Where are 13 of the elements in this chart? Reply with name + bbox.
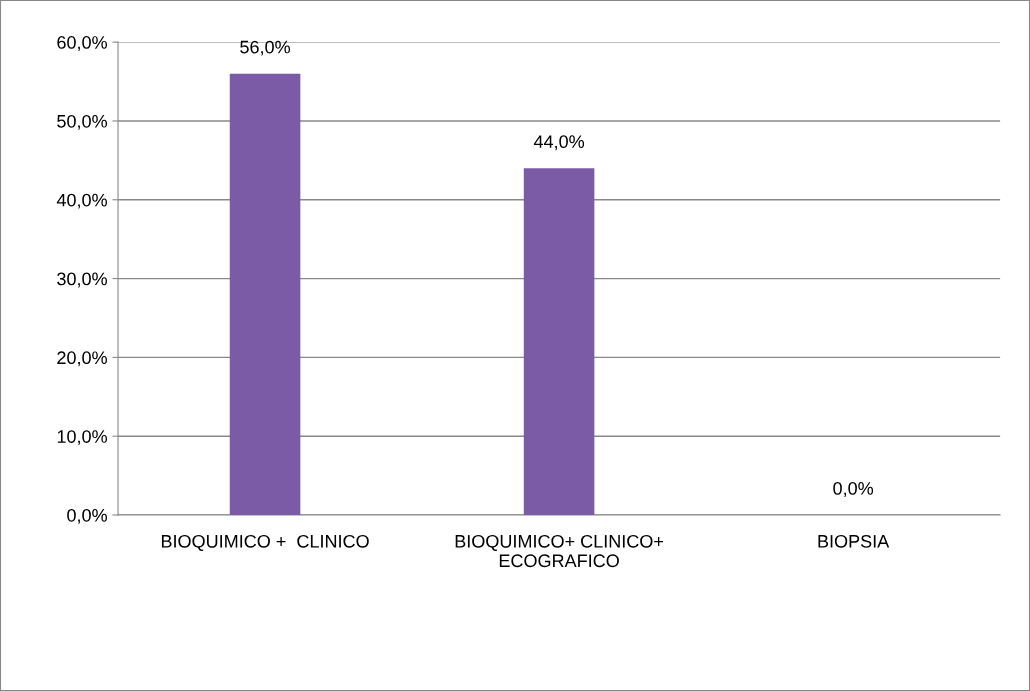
x-tick-label: BIOPSIA: [818, 534, 890, 548]
data-label: 0,0%: [833, 481, 874, 497]
y-tick-label: 60,0%: [57, 36, 107, 51]
y-tick-label: 40,0%: [56, 193, 107, 209]
y-tick-label: 10,0%: [57, 430, 107, 446]
x-tick-label: BIOQUIMICO + CLINICO: [161, 534, 369, 551]
y-tick-label: 0,0%: [67, 508, 107, 524]
x-tick-label: BIOQUIMICO+ CLINICO+ ECOGRAFICO: [455, 534, 664, 568]
y-tick-label: 30,0%: [57, 272, 107, 288]
data-label: 44,0%: [533, 135, 585, 151]
y-tick-label: 50,0%: [57, 114, 107, 130]
data-label: 56,0%: [240, 40, 291, 56]
y-tick-label: 20,0%: [57, 351, 107, 367]
